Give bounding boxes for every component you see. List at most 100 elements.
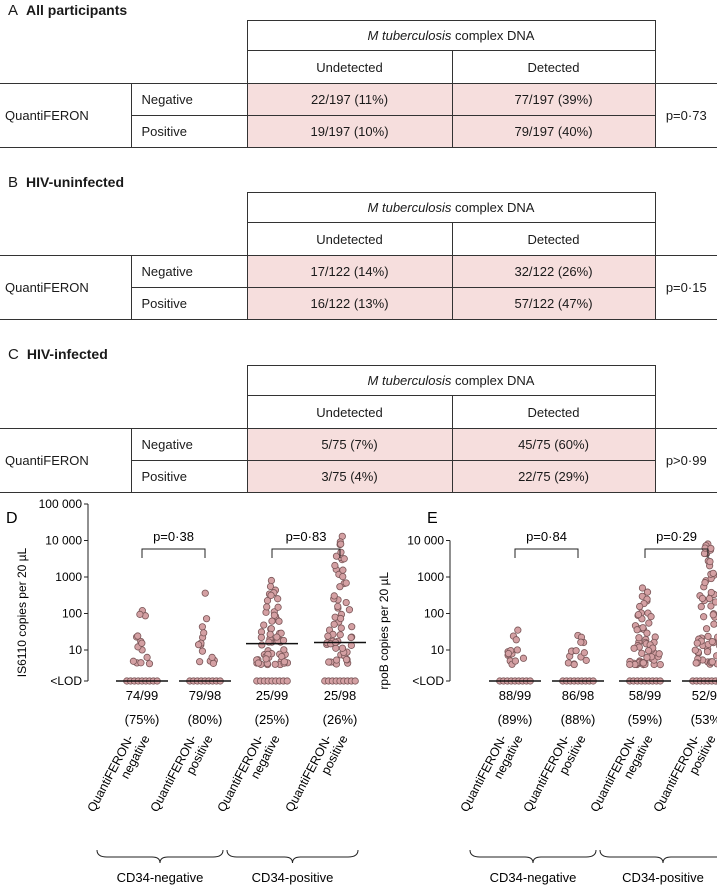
table-c-row-positive: Positive <box>130 460 248 493</box>
panel-e-data-point <box>691 646 699 654</box>
panel-e-data-point <box>703 648 712 656</box>
panel-e-data-point <box>698 594 707 603</box>
panel-d-data-point <box>257 628 266 636</box>
panel-e-data-point <box>707 602 715 610</box>
panel-d-pvalue: p=0·38 <box>153 529 194 544</box>
panel-e-data-point <box>703 550 711 558</box>
panel-e-lod-point <box>499 677 508 685</box>
panel-e-lod-point <box>629 677 638 685</box>
panel-e-pvalue-bracket <box>644 548 709 558</box>
panel-d-data-point <box>264 650 272 658</box>
panel-d-data-point <box>343 655 351 664</box>
panel-d-lod-point <box>138 677 146 685</box>
panel-d-data-point <box>253 659 261 667</box>
panel-c-title: C HIV-infected <box>8 346 108 363</box>
panel-e-lod-point <box>689 677 697 685</box>
panel-d-data-point <box>258 641 266 649</box>
panel-d-lod-point <box>253 677 261 685</box>
table-c-row-negative: Negative <box>130 428 248 461</box>
panel-e-data-point <box>708 658 716 666</box>
panel-d-data-point <box>267 576 276 585</box>
panel-d-data-point <box>262 652 270 661</box>
panel-e-data-point <box>700 583 708 591</box>
panel-d-data-point <box>265 638 273 646</box>
panel-e-data-point <box>706 557 714 566</box>
panel-d-data-point <box>327 640 335 648</box>
panel-e-lod-point <box>589 677 597 685</box>
panel-e-data-point <box>513 646 521 654</box>
panel-e-data-point <box>577 633 586 641</box>
panel-e-data-point <box>643 597 651 605</box>
panel-d-data-point <box>334 604 342 612</box>
panel-e-lod-point <box>637 677 645 685</box>
panel-d-group-label: CD34-negative <box>117 870 204 885</box>
panel-d-data-point <box>331 613 339 621</box>
panel-e-lod-point <box>522 677 531 685</box>
panel-d-lod-pct: (75%) <box>125 712 160 727</box>
panel-d-group-brace <box>96 849 224 864</box>
panel-d-data-point <box>270 611 278 619</box>
panel-d-data-point <box>323 640 331 649</box>
table-a-row-positive: Positive <box>130 115 248 148</box>
panel-d-data-point <box>133 633 141 641</box>
panel-e-pvalue: p=0·84 <box>526 529 567 544</box>
panel-e-data-point <box>641 638 650 647</box>
panel-d-data-point <box>137 637 145 646</box>
table-c-neg-detected: 45/75 (60%) <box>451 428 656 461</box>
panel-d-lod-point <box>146 677 154 685</box>
panel-e-data-point <box>644 609 652 617</box>
panel-e-lod-point <box>648 677 657 685</box>
panel-e-data-point <box>710 571 717 579</box>
panel-e-data-point <box>508 660 516 668</box>
panel-d-data-point <box>330 620 338 628</box>
panel-d-category-label: QuantiFERON- <box>214 733 266 814</box>
panel-d-data-point <box>266 582 275 591</box>
panel-e-data-point <box>650 656 658 664</box>
panel-d-data-point <box>330 595 338 603</box>
panel-d-data-point <box>280 658 289 666</box>
panel-e-data-point <box>626 660 634 669</box>
panel-d-data-point <box>260 651 268 659</box>
panel-d-data-point <box>348 633 356 641</box>
panel-e-lod-point <box>507 677 515 685</box>
panel-e-tick-label: 10 <box>431 643 445 657</box>
panel-e-lod-pct: (59%) <box>628 712 663 727</box>
panel-d-data-point <box>325 626 334 634</box>
panel-e-data-point <box>643 653 651 662</box>
panel-d-group-brace <box>226 849 359 864</box>
panel-e-lod-point <box>626 677 634 685</box>
panel-d-data-point <box>337 553 345 561</box>
panel-d-data-point <box>196 658 204 666</box>
panel-d-data-point <box>262 608 270 616</box>
panel-e-data-point <box>636 658 644 666</box>
panel-d-data-point <box>275 629 284 638</box>
panel-d-data-point <box>336 583 344 591</box>
table-a-header: M tuberculosis complex DNA <box>246 20 656 51</box>
panel-d-tick-label: 10 000 <box>45 534 82 548</box>
panel-e-data-point <box>704 557 712 565</box>
panel-e-lod-point <box>496 677 504 685</box>
panel-d-data-point <box>337 610 346 618</box>
panel-e-lod-point <box>518 677 527 685</box>
panel-d-data-point <box>340 648 348 656</box>
panel-e-data-point <box>704 540 712 548</box>
table-b-header: M tuberculosis complex DNA <box>246 192 656 223</box>
panel-d-data-point <box>337 651 345 659</box>
panel-d-data-point <box>138 646 146 654</box>
panel-e-lod-point <box>656 677 664 685</box>
panel-e-data-point <box>693 659 701 667</box>
panel-d-lod-point <box>268 677 276 685</box>
panel-d-lod-count: 25/99 <box>256 688 289 703</box>
panel-d-lod-point <box>328 677 336 685</box>
panel-d-data-point <box>264 647 272 655</box>
panel-d-data-point <box>336 538 344 546</box>
panel-d-data-point <box>337 624 345 632</box>
panel-d-data-point <box>268 638 276 646</box>
panel-e-lod-point <box>566 677 575 685</box>
panel-d-data-point <box>254 656 262 664</box>
panel-d-data-point <box>348 623 356 631</box>
table-b-neg-detected: 32/122 (26%) <box>451 255 656 288</box>
panel-e-data-point <box>633 660 641 668</box>
panel-d-data-point <box>324 632 332 640</box>
panel-e-data-point <box>694 649 703 657</box>
